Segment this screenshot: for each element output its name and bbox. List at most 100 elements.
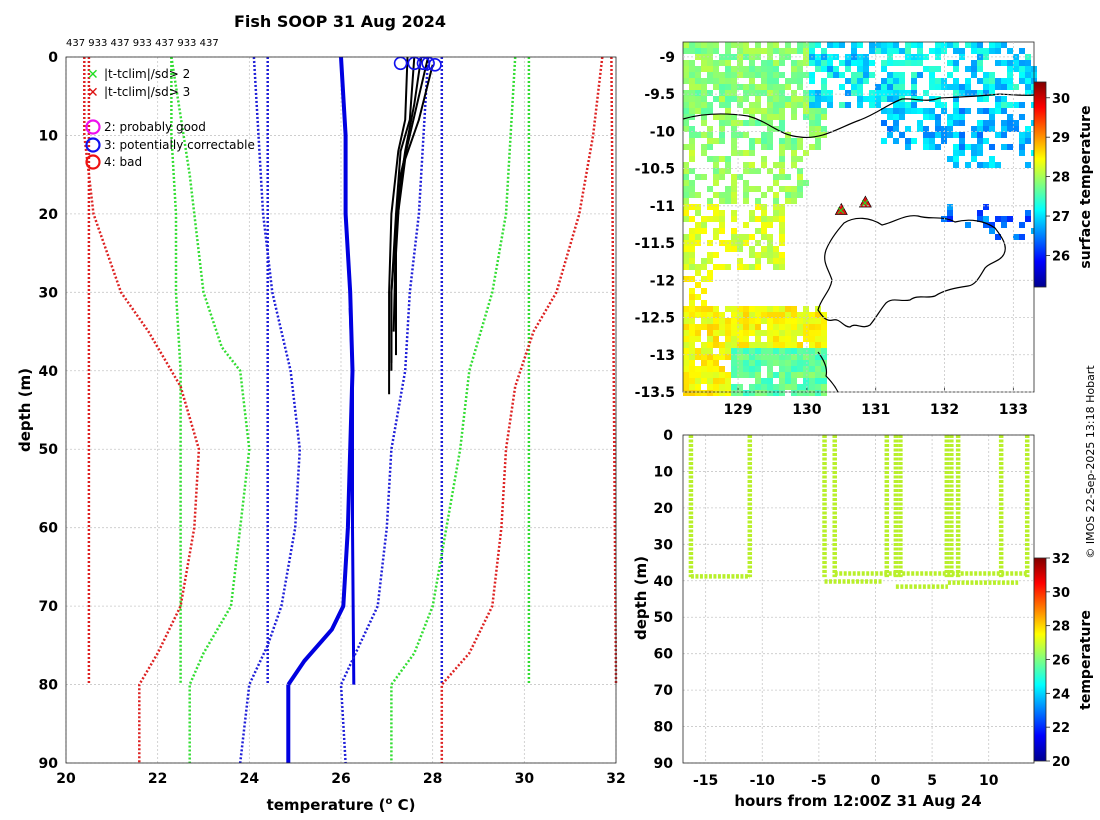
sst-cell <box>725 384 731 390</box>
sst-cell <box>791 138 797 144</box>
sst-cell <box>743 366 749 372</box>
sst-cell <box>731 144 737 150</box>
sst-cell <box>791 324 797 330</box>
sst-cell <box>707 366 713 372</box>
sst-cell <box>911 78 917 84</box>
sst-cell <box>773 162 779 168</box>
sst-cell <box>983 120 989 126</box>
sst-cell <box>683 96 689 102</box>
sst-cell <box>761 360 767 366</box>
sst-cell <box>791 354 797 360</box>
sst-cell <box>923 54 929 60</box>
sst-cell <box>899 90 905 96</box>
sst-cell <box>1001 132 1007 138</box>
sst-cell <box>701 348 707 354</box>
sst-cell <box>809 348 815 354</box>
sst-cell <box>749 264 755 270</box>
sst-cell <box>701 96 707 102</box>
sst-cell <box>935 132 941 138</box>
sst-cell <box>683 186 689 192</box>
profile-series-sd2-left <box>238 56 302 764</box>
sst-cell <box>791 144 797 150</box>
timeseries-ytick-label: 20 <box>654 501 674 517</box>
timeseries-ticks: -15 -10 -5 0 5 10 0 10 20 30 40 50 60 70 80 90 <box>654 428 999 789</box>
map-xtick-label: 129 <box>723 402 752 418</box>
sst-cell <box>719 84 725 90</box>
sst-cell <box>767 336 773 342</box>
sst-cell <box>779 228 785 234</box>
sst-cell <box>749 324 755 330</box>
sst-cell <box>755 138 761 144</box>
sst-cell <box>767 60 773 66</box>
magenta-circle-icon <box>85 119 101 135</box>
sst-cell <box>791 156 797 162</box>
sst-cell <box>809 102 815 108</box>
sst-cell <box>1001 96 1007 102</box>
sst-cell <box>803 318 809 324</box>
sst-cell <box>743 306 749 312</box>
sst-cell <box>845 60 851 66</box>
sst-cell <box>767 324 773 330</box>
profile-xtick-label: 32 <box>606 771 625 787</box>
sst-cell <box>707 126 713 132</box>
sst-cell <box>959 120 965 126</box>
sst-cell <box>803 360 809 366</box>
sst-cell <box>761 90 767 96</box>
sst-cell <box>803 96 809 102</box>
sst-cell <box>683 324 689 330</box>
sst-cell <box>761 204 767 210</box>
sst-cell <box>989 222 995 228</box>
sst-cell <box>713 336 719 342</box>
sst-cell <box>791 78 797 84</box>
sst-cell <box>683 276 689 282</box>
sst-cell <box>749 210 755 216</box>
sst-cell <box>689 66 695 72</box>
sst-cell <box>965 84 971 90</box>
sst-cell <box>983 222 989 228</box>
sst-cell <box>893 48 899 54</box>
sst-cell <box>683 366 689 372</box>
sst-cell <box>929 78 935 84</box>
sst-cell <box>731 240 737 246</box>
sst-cell <box>809 336 815 342</box>
sst-cell <box>743 120 749 126</box>
sst-cell <box>713 96 719 102</box>
vessel-triangle-icon <box>834 202 848 215</box>
sst-cell <box>683 108 689 114</box>
sst-cell <box>749 216 755 222</box>
sst-cell <box>767 360 773 366</box>
sst-cell <box>1025 138 1031 144</box>
sst-cell <box>683 174 689 180</box>
sst-cell <box>1025 162 1031 168</box>
sst-cell <box>989 156 995 162</box>
sst-cell <box>785 48 791 54</box>
sst-cell <box>815 336 821 342</box>
sst-cell <box>755 318 761 324</box>
sst-cell <box>683 372 689 378</box>
map-colorbar-tick-label: 26 <box>1052 249 1070 264</box>
sst-cell <box>743 90 749 96</box>
sst-cell <box>899 60 905 66</box>
sst-cell <box>761 216 767 222</box>
sst-cell <box>689 168 695 174</box>
sst-cell <box>887 48 893 54</box>
sst-cell <box>737 234 743 240</box>
sst-cell <box>899 84 905 90</box>
sst-cell <box>815 126 821 132</box>
sst-cell <box>989 78 995 84</box>
sst-cell <box>785 186 791 192</box>
sst-cell <box>737 330 743 336</box>
sst-cell <box>755 312 761 318</box>
flag-circle <box>393 56 408 71</box>
profile-panel: Fish SOOP 31 Aug 2024 437 933 437 933 43… <box>16 12 626 814</box>
sst-cell <box>707 306 713 312</box>
sst-cell <box>797 192 803 198</box>
sst-cell <box>707 354 713 360</box>
sst-cell <box>923 66 929 72</box>
profile-ytick-label: 30 <box>39 285 59 301</box>
sst-cell <box>1001 84 1007 90</box>
sst-cell <box>1013 84 1019 90</box>
green-x-icon: ✕ <box>860 197 869 210</box>
profile-ytick-label: 70 <box>39 599 59 615</box>
sst-cell <box>719 342 725 348</box>
